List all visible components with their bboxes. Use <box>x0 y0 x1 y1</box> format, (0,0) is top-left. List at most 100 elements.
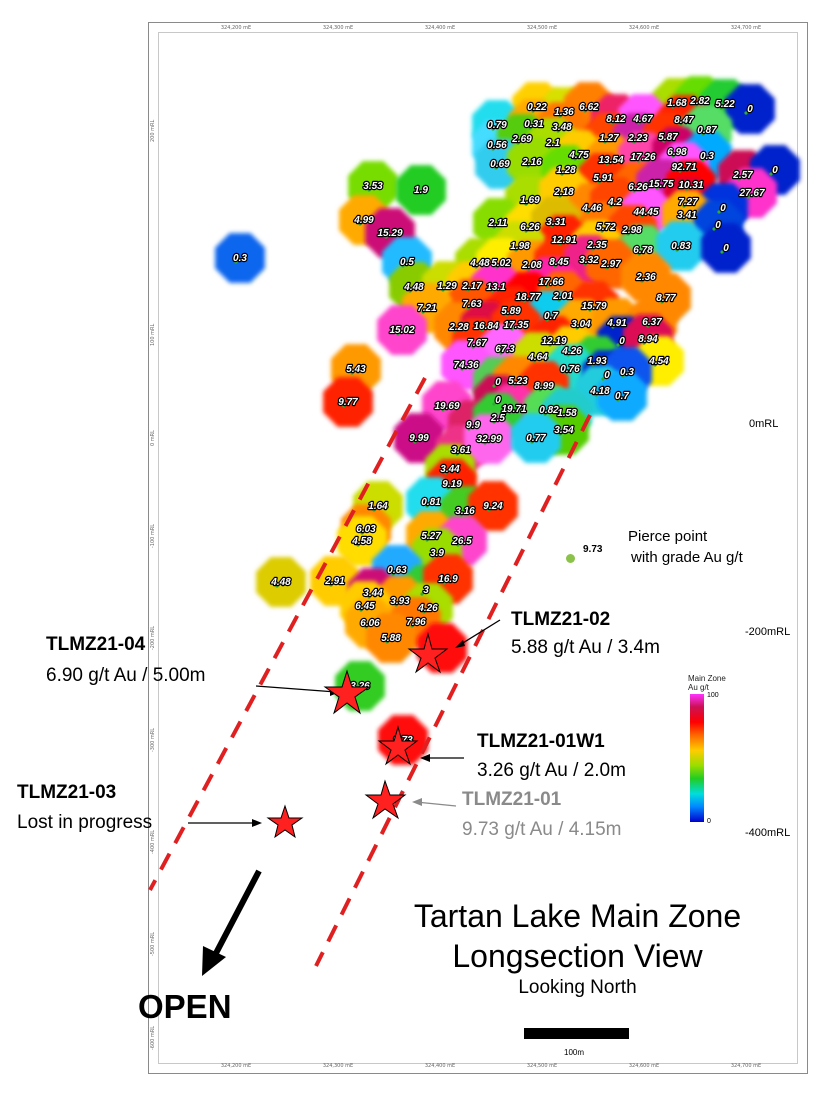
pierce-point-dot <box>558 432 562 436</box>
pierce-point-dot <box>601 377 605 381</box>
grade-label: 5.88 <box>381 633 401 644</box>
grade-label: 6.26 <box>520 222 540 233</box>
grade-label: 92.71 <box>671 162 696 173</box>
star-icon <box>364 779 407 820</box>
pierce-point-dot <box>660 300 664 304</box>
grade-label: 1.29 <box>437 281 457 292</box>
pierce-point-dot <box>471 345 475 349</box>
grade-label: 15.02 <box>389 325 414 336</box>
pierce-point-dot <box>524 229 528 233</box>
pierce-point-dot <box>556 129 560 133</box>
grade-label: 9.9 <box>466 420 480 431</box>
grade-label: 9.24 <box>483 501 503 512</box>
easting-tick-label: 324,700 mE <box>730 1063 762 1069</box>
grade-label: 9.99 <box>409 433 429 444</box>
grade-label: 3.44 <box>440 464 460 475</box>
pierce-point-dot <box>653 363 657 367</box>
pierce-text-line1: Pierce point <box>628 528 708 545</box>
pierce-point-dot <box>480 328 484 332</box>
grade-label: 6.98 <box>667 147 687 158</box>
grade-label: 0.5 <box>400 257 414 268</box>
grade-label: 0.3 <box>700 151 714 162</box>
pierce-point-dot <box>446 486 450 490</box>
grade-label: 0.7 <box>544 311 558 322</box>
grade-blob <box>215 233 265 283</box>
grade-label: 0.63 <box>387 565 407 576</box>
grade-label: 2.18 <box>553 187 574 198</box>
pierce-point-dot <box>671 154 675 158</box>
grade-label: 5.43 <box>346 364 366 375</box>
arrowhead-icon <box>412 798 422 806</box>
pierce-point-dot <box>616 398 620 402</box>
grade-label: 19.71 <box>501 404 526 415</box>
grade-label: 8.94 <box>638 334 658 345</box>
pierce-point-dot <box>494 166 498 170</box>
grade-label: 7.21 <box>417 303 437 314</box>
pierce-point-dot <box>466 288 470 292</box>
drillhole-id-tlmz21-01w1: TLMZ21-01W1 <box>477 731 605 752</box>
pierce-point-dot <box>564 371 568 375</box>
grade-label: 3.04 <box>571 319 591 330</box>
pierce-point-dot <box>583 109 587 113</box>
pierce-point-dot <box>431 555 435 559</box>
star-icon <box>377 725 419 766</box>
grade-blob <box>323 377 373 427</box>
grade-label: 6.45 <box>355 601 375 612</box>
grade-label: 0 <box>723 243 729 254</box>
pierce-point-dot <box>367 595 371 599</box>
pierce-point-dot <box>600 229 604 233</box>
pierce-point-dot <box>744 111 748 115</box>
projection-dash-line-right <box>314 414 592 967</box>
pierce-point-dot <box>408 289 412 293</box>
arrow-tlmz21-01 <box>415 801 457 807</box>
pierce-point-dot <box>460 367 464 371</box>
pierce-point-dot <box>605 162 609 166</box>
pierce-point-dot <box>588 308 592 312</box>
grade-label: 8.99 <box>534 381 554 392</box>
pierce-point-dot <box>594 393 598 397</box>
pierce-point-dot <box>359 608 363 612</box>
pierce-point-dot <box>420 592 424 596</box>
pierce-point-dot <box>522 299 526 303</box>
pierce-point-dot <box>491 127 495 131</box>
pierce-point-dot <box>516 141 520 145</box>
grade-label: 6.37 <box>642 317 662 328</box>
projection-dash-line-left <box>148 377 427 891</box>
grade-label: 0.3 <box>233 253 247 264</box>
grade-label: 4.46 <box>581 203 602 214</box>
grade-label: 0 <box>495 395 501 406</box>
arrowhead-icon <box>420 754 430 762</box>
grade-blob <box>597 371 647 421</box>
grade-label: 4.99 <box>353 215 374 226</box>
grade-label: 27.67 <box>738 188 764 199</box>
grade-label: 4.91 <box>606 318 627 329</box>
pierce-point-dot <box>526 267 530 271</box>
pierce-point-dot <box>490 289 494 293</box>
grade-label: 4.18 <box>589 386 610 397</box>
pierce-point-dot <box>499 351 503 355</box>
grade-label: 5.89 <box>501 306 521 317</box>
grade-label: 3.93 <box>390 596 410 607</box>
easting-tick-label: 324,500 mE <box>526 25 558 31</box>
grade-label: 5.23 <box>508 376 528 387</box>
pierce-point-dot <box>712 227 716 231</box>
legend-title-line1: Main Zone <box>688 674 726 683</box>
pierce-point-dot <box>441 408 445 412</box>
grade-blob <box>396 165 446 215</box>
grade-label: 0 <box>772 165 778 176</box>
pierce-point-dot <box>538 388 542 392</box>
grade-label: 0.87 <box>697 125 717 136</box>
pierce-point-dot <box>637 252 641 256</box>
pierce-point-dot <box>410 624 414 628</box>
pierce-point-dot <box>474 265 478 269</box>
grade-label: 17.66 <box>538 277 563 288</box>
grade-label: 2.91 <box>324 576 345 587</box>
grade-label: 3.44 <box>363 588 383 599</box>
drillhole-result-tlmz21-01w1: 3.26 g/t Au / 2.0m <box>477 760 626 781</box>
grade-label: 4.2 <box>607 197 622 208</box>
pierce-point-dot <box>681 217 685 221</box>
grade-label: 2.35 <box>586 240 607 251</box>
grade-color-legend: Main Zone Au g/t 100 0 <box>688 674 738 825</box>
grade-label: 74.36 <box>453 360 478 371</box>
